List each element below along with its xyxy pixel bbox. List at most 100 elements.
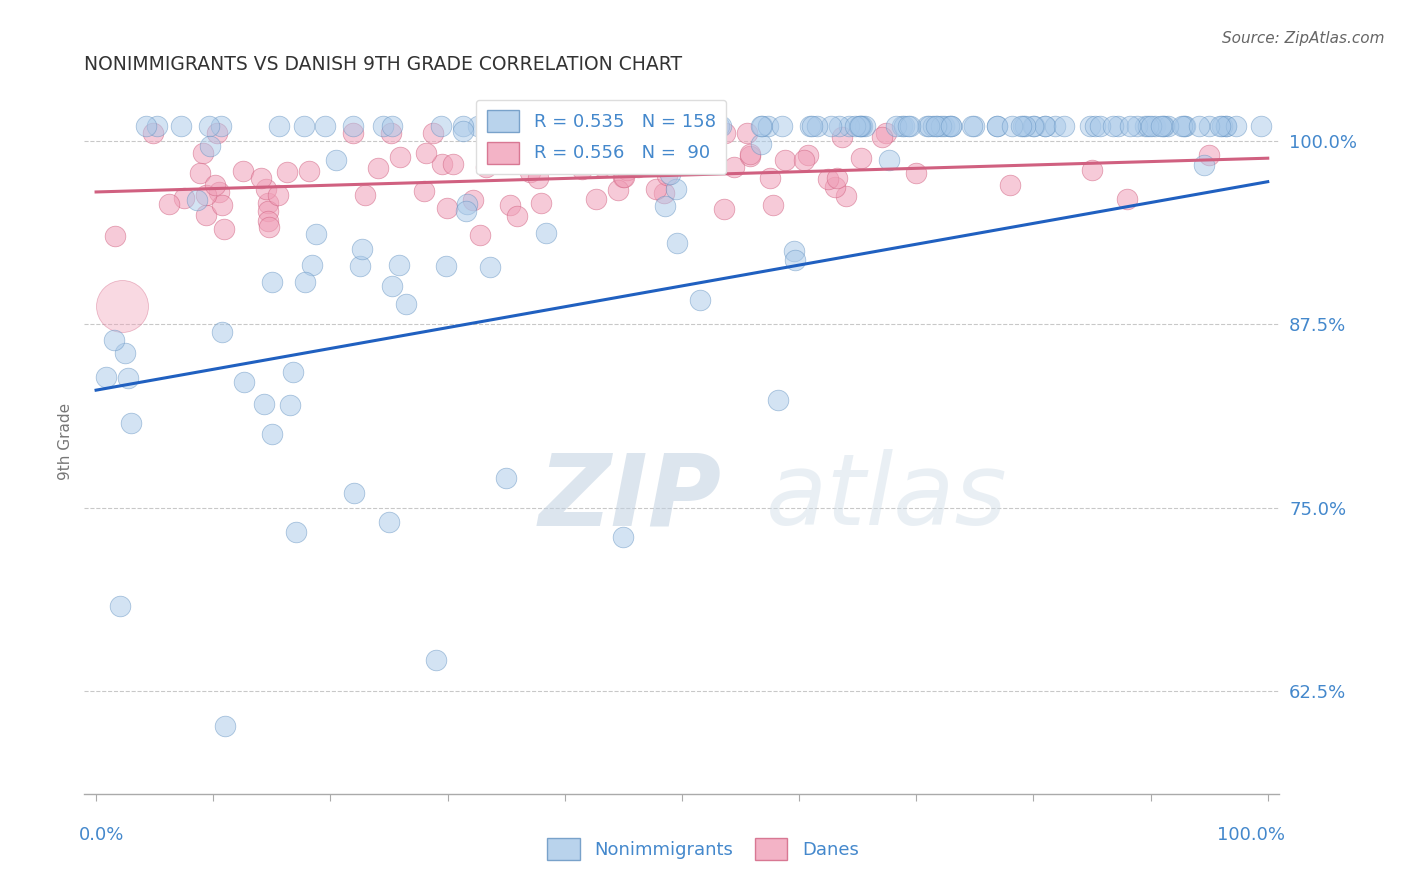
Point <box>173 191 195 205</box>
Point <box>1080 119 1102 133</box>
Point <box>627 156 650 170</box>
Point <box>505 141 527 155</box>
Point <box>1107 119 1129 133</box>
Point <box>817 172 839 186</box>
Point <box>596 152 619 166</box>
Point <box>186 194 208 208</box>
Point <box>1152 119 1174 133</box>
Point <box>844 119 866 133</box>
Point <box>603 119 626 133</box>
Point <box>1033 119 1056 133</box>
Point <box>723 160 745 174</box>
Y-axis label: 9th Grade: 9th Grade <box>58 403 73 480</box>
Point <box>232 164 254 178</box>
Point <box>612 170 634 185</box>
Point <box>117 370 139 384</box>
Point <box>395 296 418 310</box>
Point <box>905 166 928 180</box>
Point <box>658 167 681 181</box>
Point <box>848 119 870 133</box>
Point <box>600 133 623 147</box>
Point <box>918 119 941 133</box>
Point <box>669 119 692 133</box>
Point <box>665 236 688 251</box>
Point <box>1022 119 1045 133</box>
Point <box>735 126 758 140</box>
Point <box>534 226 557 240</box>
Point <box>1133 119 1156 133</box>
Point <box>519 165 541 179</box>
Point <box>1170 119 1192 133</box>
Point <box>571 162 593 177</box>
Point <box>571 119 593 133</box>
Point <box>686 119 709 133</box>
Point <box>630 119 652 133</box>
Point <box>654 199 676 213</box>
Point <box>738 149 761 163</box>
Point <box>586 127 609 141</box>
Point <box>941 119 963 133</box>
Point <box>232 375 254 389</box>
Point <box>1198 119 1220 133</box>
Point <box>607 183 630 197</box>
Point <box>430 157 453 171</box>
Point <box>388 258 411 272</box>
Point <box>655 169 678 183</box>
Point <box>380 126 402 140</box>
Point <box>467 119 489 133</box>
Point <box>689 293 711 308</box>
Point <box>526 170 548 185</box>
Point <box>516 119 538 133</box>
Point <box>422 126 444 140</box>
Point <box>838 119 860 133</box>
Point <box>893 119 915 133</box>
Point <box>661 119 683 133</box>
Point <box>616 163 638 178</box>
Point <box>796 148 818 162</box>
Point <box>675 119 697 133</box>
Point <box>415 146 437 161</box>
Point <box>671 119 693 133</box>
Point <box>1215 119 1237 133</box>
Point <box>1010 119 1032 133</box>
Point <box>1150 119 1173 133</box>
Point <box>702 119 724 133</box>
Point <box>800 119 823 133</box>
Point <box>478 260 501 275</box>
Point <box>925 119 948 133</box>
Point <box>342 119 364 133</box>
Point <box>890 119 912 133</box>
Point <box>851 119 873 133</box>
Point <box>917 119 939 133</box>
Point <box>209 119 232 133</box>
Point <box>436 201 458 215</box>
Point <box>292 119 315 133</box>
Point <box>1209 119 1232 133</box>
Point <box>349 260 371 274</box>
Point <box>831 129 853 144</box>
Text: 100.0%: 100.0% <box>1218 826 1285 844</box>
Point <box>1173 119 1195 133</box>
Point <box>470 228 492 243</box>
Point <box>257 203 280 218</box>
Point <box>1081 163 1104 178</box>
Point <box>870 130 893 145</box>
Point <box>169 119 191 133</box>
Point <box>1014 119 1036 133</box>
Point <box>198 139 221 153</box>
Point <box>142 126 165 140</box>
Point <box>884 119 907 133</box>
Point <box>353 188 375 202</box>
Point <box>749 119 772 133</box>
Point <box>214 719 236 733</box>
Point <box>195 208 218 222</box>
Point <box>612 530 634 544</box>
Point <box>499 197 522 211</box>
Point <box>770 119 793 133</box>
Point <box>260 427 283 442</box>
Point <box>783 244 806 258</box>
Point <box>278 398 301 412</box>
Point <box>633 119 655 133</box>
Point <box>1011 119 1033 133</box>
Point <box>114 345 136 359</box>
